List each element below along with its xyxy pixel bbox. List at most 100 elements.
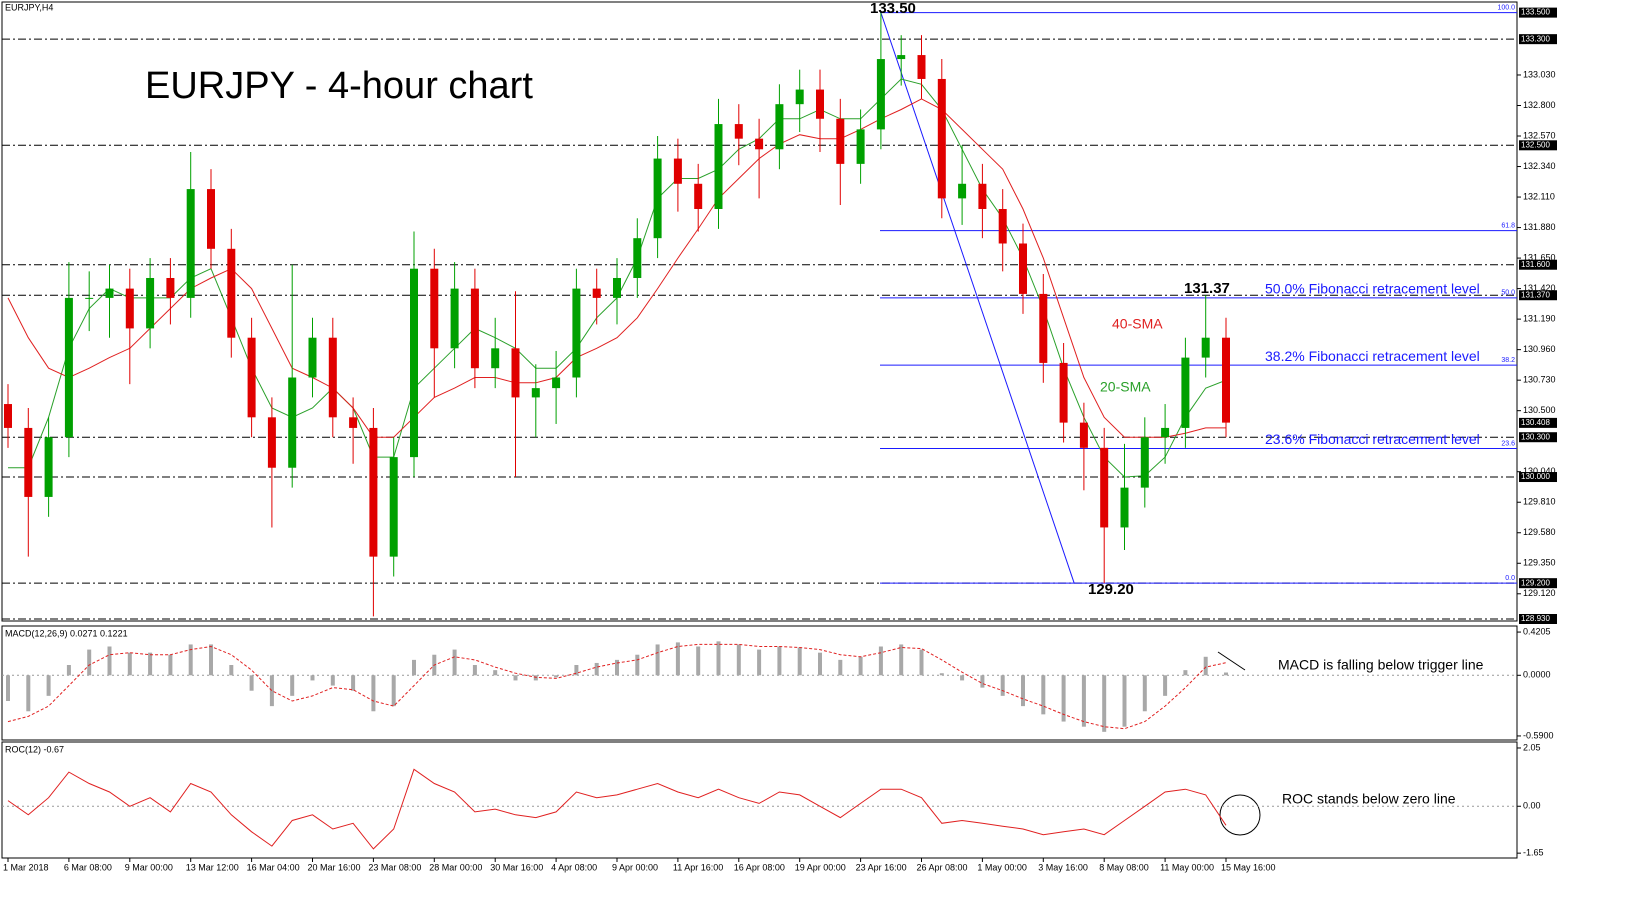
- fib-ratio: 100.0: [1497, 4, 1515, 11]
- candle-body: [389, 457, 398, 557]
- macd-bar: [960, 675, 965, 681]
- candle-body: [653, 158, 662, 239]
- candle-body: [714, 124, 723, 209]
- main-panel: [1, 1, 1518, 622]
- roc-circle: [1219, 794, 1261, 836]
- macd-bar: [229, 665, 234, 676]
- macd-bar: [1122, 675, 1127, 727]
- candle-body: [856, 129, 865, 164]
- candle-body: [64, 297, 73, 438]
- y-tick-label: 132.110: [1523, 191, 1555, 201]
- x-tick-label: 16 Apr 08:00: [734, 862, 785, 872]
- macd-bar: [26, 675, 31, 712]
- candle-body: [552, 377, 561, 389]
- candle-body: [572, 288, 581, 378]
- macd-bar: [1163, 675, 1168, 696]
- macd-bar: [615, 659, 619, 676]
- macd-bar: [1203, 656, 1208, 676]
- y-tick-label: 132.800: [1523, 100, 1556, 110]
- macd-note: MACD is falling below trigger line: [1278, 657, 1484, 673]
- macd-bar: [148, 652, 153, 676]
- fib-ratio: 61.8: [1501, 222, 1515, 229]
- candle-body: [1120, 487, 1129, 528]
- candle-body: [430, 268, 439, 349]
- x-tick-label: 23 Mar 08:00: [368, 862, 421, 872]
- macd-bar: [249, 675, 254, 691]
- macd-bar: [1021, 675, 1025, 707]
- candle-body: [1100, 447, 1109, 528]
- level-box: [1519, 472, 1557, 483]
- fib-ratio: 0.0: [1505, 575, 1515, 582]
- candle-body: [998, 208, 1007, 244]
- roc-line: [7, 768, 1227, 850]
- macd-bar: [371, 675, 376, 712]
- macd-bar: [1061, 675, 1066, 722]
- x-tick-label: 23 Apr 16:00: [856, 862, 907, 872]
- macd-bar: [66, 665, 71, 676]
- macd-bar: [818, 652, 822, 676]
- macd-bar: [391, 675, 396, 707]
- level-box: [1519, 290, 1557, 301]
- candle-body: [207, 189, 215, 249]
- fib-ratio: 23.6: [1501, 440, 1515, 447]
- x-tick-label: 9 Apr 00:00: [612, 862, 658, 872]
- y-tick-label: 130.500: [1523, 405, 1556, 415]
- candle-body: [978, 183, 987, 209]
- level-label: 130.300: [1521, 432, 1550, 441]
- candle-body: [694, 183, 703, 209]
- macd-bar: [513, 675, 518, 681]
- candle-body: [1201, 337, 1210, 358]
- sma-label: 40-SMA: [1112, 316, 1163, 332]
- fib-trendline: [880, 12, 1075, 584]
- level-box: [1519, 140, 1557, 151]
- macd-bar: [736, 644, 741, 676]
- macd-bar: [330, 675, 335, 686]
- candle-body: [1181, 357, 1190, 428]
- level-label: 133.300: [1521, 34, 1550, 43]
- candle-body: [613, 277, 621, 298]
- candle-body: [410, 268, 418, 458]
- y-tick-label: -1.65: [1523, 848, 1544, 858]
- macd-title: MACD(12,26,9) 0.0271 0.1221: [5, 628, 128, 638]
- level-label: 128.930: [1521, 614, 1550, 623]
- candle-body: [227, 248, 236, 338]
- level-label: 132.500: [1521, 140, 1550, 149]
- candle-body: [958, 183, 967, 199]
- level-box: [1519, 259, 1557, 270]
- y-tick-label: 0.0000: [1523, 670, 1551, 680]
- sma-line: [7, 98, 1226, 438]
- level-label: 129.200: [1521, 578, 1550, 587]
- roc-title: ROC(12) -0.67: [5, 744, 64, 754]
- macd-bar: [1102, 675, 1107, 732]
- last-price-label: 130.408: [1521, 418, 1550, 427]
- level-label: 131.370: [1521, 290, 1550, 299]
- candle-body: [105, 288, 114, 298]
- macd-bar: [899, 644, 904, 676]
- y-tick-label: 132.570: [1523, 130, 1556, 140]
- x-tick-label: 28 Mar 00:00: [429, 862, 482, 872]
- candle-body: [633, 238, 642, 278]
- level-box: [1519, 432, 1557, 443]
- candle-body: [308, 337, 317, 378]
- candle-body: [450, 288, 459, 349]
- swing-label: 131.37: [1184, 280, 1230, 297]
- x-tick-label: 8 May 08:00: [1099, 862, 1149, 872]
- macd-bar: [269, 675, 274, 707]
- macd-bar: [1183, 670, 1188, 676]
- macd-bar: [574, 665, 579, 676]
- candle-body: [491, 348, 500, 369]
- candle-body: [734, 124, 743, 139]
- level-label: 131.600: [1521, 260, 1550, 269]
- fib-ratio: 38.2: [1501, 357, 1515, 364]
- candle-body: [1161, 427, 1170, 438]
- last-price-box: [1519, 417, 1557, 428]
- macd-bar: [472, 665, 477, 676]
- macd-bar: [716, 641, 721, 676]
- macd-bar: [107, 646, 112, 676]
- macd-bar: [1142, 675, 1147, 712]
- candle-body: [673, 158, 682, 184]
- macd-bar: [858, 656, 863, 676]
- level-label: 130.000: [1521, 472, 1550, 481]
- y-tick-label: 132.340: [1523, 161, 1556, 171]
